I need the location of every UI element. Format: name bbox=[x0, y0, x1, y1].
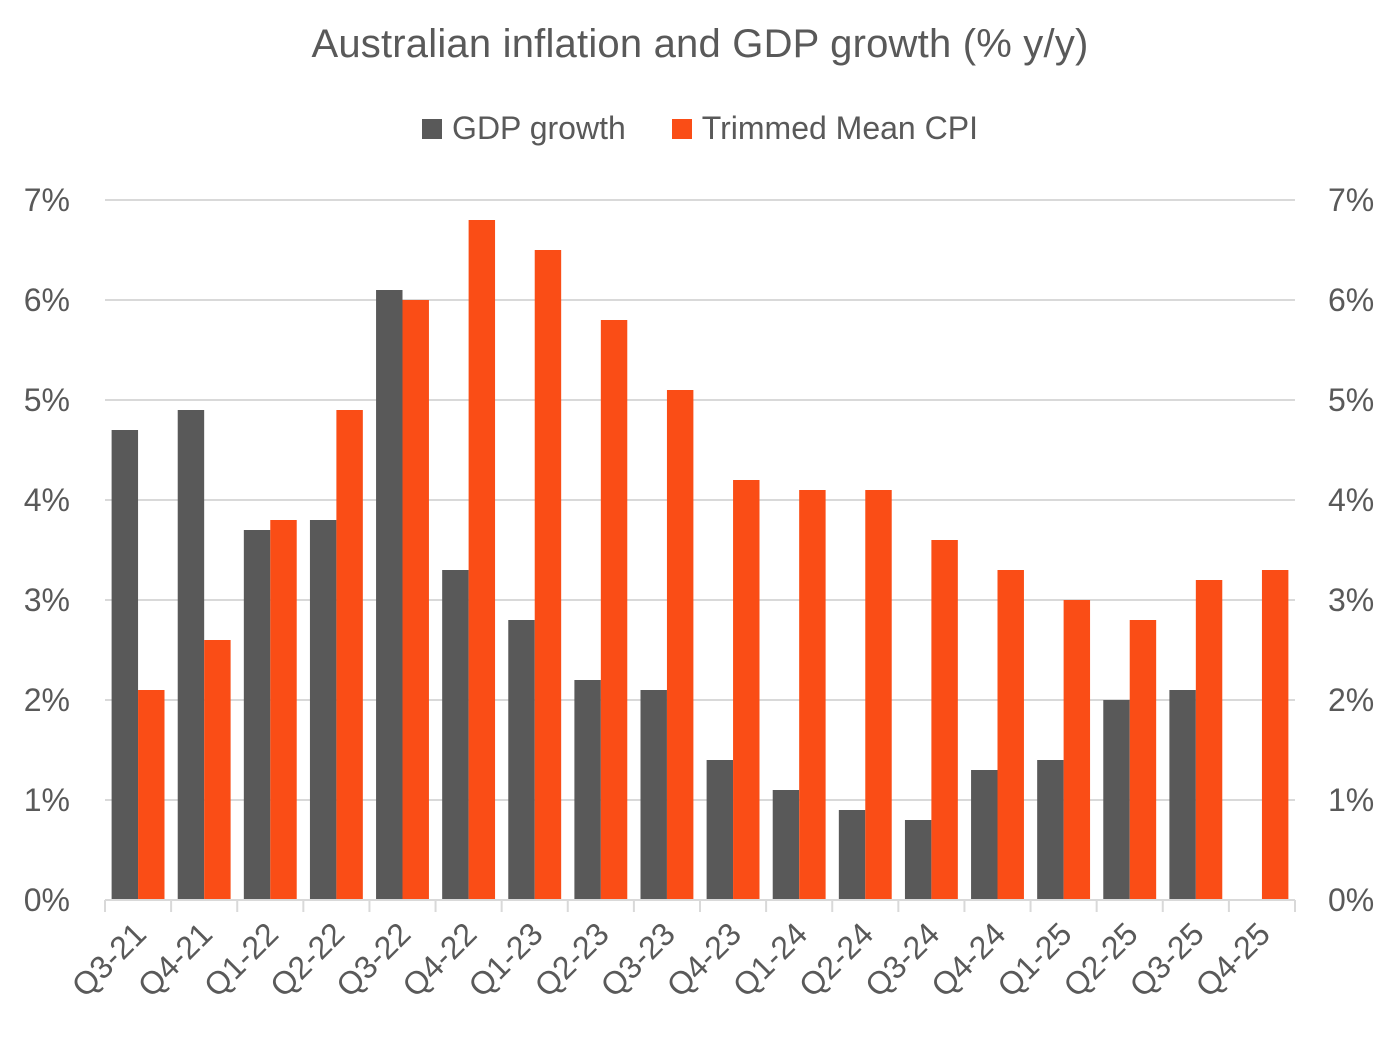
y-tick-label-right: 3% bbox=[1328, 582, 1374, 618]
bar-cpi bbox=[270, 520, 297, 900]
x-tick-label: Q1-23 bbox=[461, 915, 549, 1003]
x-tick-label: Q3-22 bbox=[329, 915, 417, 1003]
y-tick-label-right: 0% bbox=[1328, 882, 1374, 918]
legend-swatch-cpi bbox=[671, 118, 692, 139]
bar-cpi bbox=[138, 690, 165, 900]
x-tick-label: Q1-24 bbox=[726, 915, 814, 1003]
bar-cpi bbox=[204, 640, 231, 900]
x-tick-label: Q3-25 bbox=[1122, 915, 1210, 1003]
y-tick-label-left: 2% bbox=[24, 682, 70, 718]
bar-cpi bbox=[799, 490, 826, 900]
bar-gdp bbox=[243, 530, 271, 900]
bar-cpi bbox=[336, 410, 363, 900]
x-tick-label: Q4-25 bbox=[1189, 915, 1277, 1003]
y-tick-label-right: 4% bbox=[1328, 482, 1374, 518]
x-tick-label: Q3-21 bbox=[65, 915, 153, 1003]
legend-label-gdp: GDP growth bbox=[452, 110, 626, 146]
chart-title: Australian inflation and GDP growth (% y… bbox=[311, 22, 1089, 66]
legend-label-cpi: Trimmed Mean CPI bbox=[701, 110, 978, 146]
y-tick-label-left: 1% bbox=[24, 782, 70, 818]
y-tick-label-right: 2% bbox=[1328, 682, 1374, 718]
bar-gdp bbox=[1169, 690, 1196, 900]
x-tick-label: Q3-24 bbox=[858, 915, 946, 1003]
bar-cpi bbox=[931, 540, 958, 900]
legend: GDP growth Trimmed Mean CPI bbox=[0, 110, 1400, 147]
bar-gdp bbox=[111, 430, 139, 900]
x-tick-label: Q4-24 bbox=[924, 915, 1012, 1003]
bar-cpi bbox=[733, 480, 760, 900]
bar-gdp bbox=[574, 680, 601, 900]
bar-gdp bbox=[904, 820, 932, 900]
y-tick-label-left: 5% bbox=[24, 382, 70, 418]
bar-gdp bbox=[971, 770, 998, 900]
bar-cpi bbox=[1195, 580, 1223, 900]
bar-gdp bbox=[442, 570, 469, 900]
legend-item-gdp: GDP growth bbox=[422, 110, 626, 147]
y-tick-label-left: 7% bbox=[24, 182, 70, 218]
bar-cpi bbox=[666, 390, 694, 900]
bar-cpi bbox=[1129, 620, 1157, 900]
y-tick-label-left: 0% bbox=[24, 882, 70, 918]
bar-cpi bbox=[402, 300, 429, 900]
y-tick-label-right: 6% bbox=[1328, 282, 1374, 318]
bar-gdp bbox=[1037, 760, 1064, 900]
bar-cpi bbox=[865, 490, 892, 900]
y-tick-label-right: 7% bbox=[1328, 182, 1374, 218]
legend-item-cpi: Trimmed Mean CPI bbox=[671, 110, 978, 147]
x-tick-label: Q3-23 bbox=[594, 915, 682, 1003]
bar-gdp bbox=[309, 520, 337, 900]
bar-gdp bbox=[1103, 700, 1130, 900]
x-tick-label: Q2-24 bbox=[792, 915, 880, 1003]
y-tick-label-left: 6% bbox=[24, 282, 70, 318]
bar-cpi bbox=[534, 250, 562, 900]
y-tick-label-right: 1% bbox=[1328, 782, 1374, 818]
bar-gdp bbox=[706, 760, 734, 900]
bar-gdp bbox=[772, 790, 800, 900]
x-tick-label: Q1-25 bbox=[990, 915, 1078, 1003]
x-tick-label: Q2-25 bbox=[1056, 915, 1144, 1003]
bar-cpi bbox=[600, 320, 628, 900]
bar-gdp bbox=[376, 290, 403, 900]
x-tick-label: Q2-22 bbox=[263, 915, 351, 1003]
bar-gdp bbox=[838, 810, 866, 900]
y-tick-label-left: 3% bbox=[24, 582, 70, 618]
y-tick-label-right: 5% bbox=[1328, 382, 1374, 418]
bar-gdp bbox=[640, 690, 667, 900]
y-tick-label-left: 4% bbox=[24, 482, 70, 518]
bar-cpi bbox=[1063, 600, 1091, 900]
bar-cpi bbox=[997, 570, 1024, 900]
x-tick-label: Q1-22 bbox=[197, 915, 285, 1003]
legend-swatch-gdp bbox=[422, 118, 443, 139]
bar-gdp bbox=[177, 410, 205, 900]
bar-gdp bbox=[508, 620, 535, 900]
x-tick-label: Q4-22 bbox=[395, 915, 483, 1003]
bar-cpi bbox=[1261, 570, 1289, 900]
x-tick-label: Q2-23 bbox=[527, 915, 615, 1003]
x-tick-label: Q4-21 bbox=[131, 915, 219, 1003]
bar-cpi bbox=[468, 220, 496, 900]
x-tick-label: Q4-23 bbox=[660, 915, 748, 1003]
